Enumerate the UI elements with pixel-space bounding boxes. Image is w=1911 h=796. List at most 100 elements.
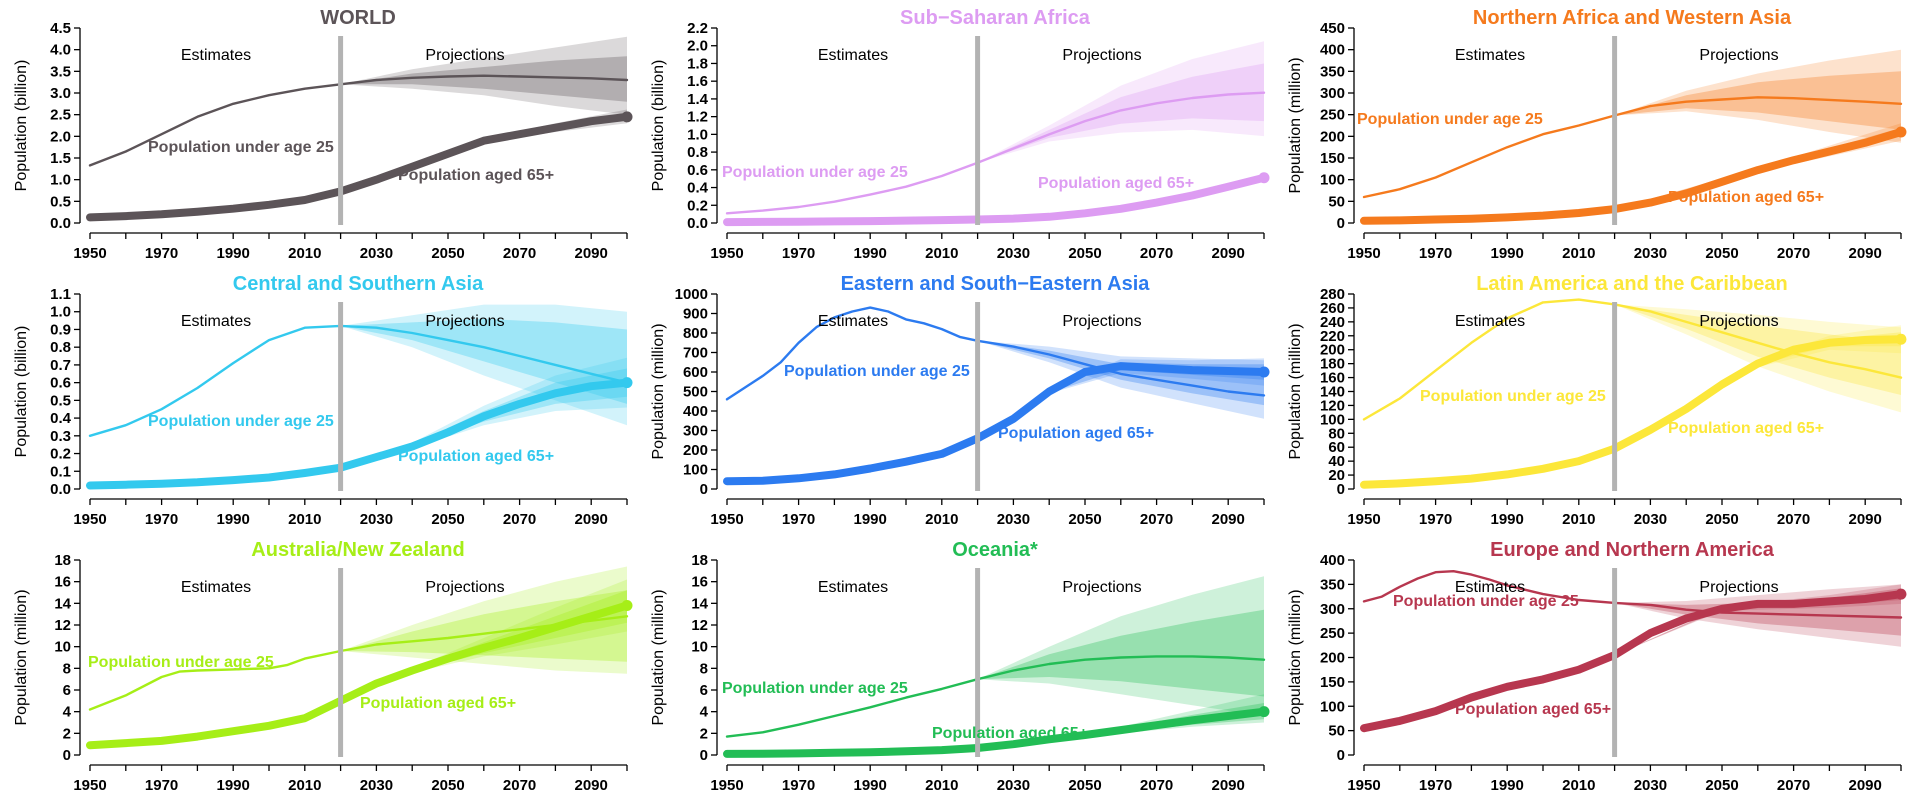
y-tick-label: 1.2 [687,109,708,126]
aged-65-label: Population aged 65+ [1668,420,1824,437]
y-tick-label: 60 [1328,439,1345,456]
x-tick-label: 2010 [925,511,958,528]
series-line-aged-65 [86,601,631,750]
x-tick-label: 1950 [1347,245,1380,262]
y-tick-label: 0.8 [50,339,71,356]
series-end-point [1258,366,1270,378]
x-tick-label: 1990 [854,777,887,794]
series-0-band80 [1614,304,1901,395]
y-tick-label: 100 [1320,698,1345,715]
series-0-band80 [977,63,1264,163]
x-tick-label: 2090 [1212,245,1245,262]
x-tick-label: 1950 [73,777,106,794]
projections-label: Projections [1062,313,1141,330]
x-tick-label: 2050 [1705,511,1738,528]
y-tick-label: 0.2 [50,446,71,463]
series-line-aged-65 [723,707,1268,758]
x-tick-label: 2010 [925,245,958,262]
y-tick-label: 250 [1320,107,1345,124]
x-tick-label: 2030 [1634,777,1667,794]
y-tick-label: 240 [1320,314,1345,331]
y-tick-label: 0.9 [50,321,71,338]
under-25-label: Population under age 25 [1420,388,1606,405]
y-tick-label: 100 [683,462,708,479]
y-axis-label: Population (million) [650,589,667,725]
series-end-point [621,600,633,611]
y-tick-label: 12 [691,617,708,634]
y-tick-label: 1.0 [50,304,71,321]
series-0-band80 [1614,71,1901,130]
series-line-aged-65 [723,362,1268,486]
x-tick-label: 2050 [1705,245,1738,262]
y-tick-label: 1.5 [50,150,71,167]
y-tick-label: 160 [1320,370,1345,387]
y-tick-label: 300 [1320,601,1345,618]
x-tick-label: 2090 [1849,245,1882,262]
x-tick-label: 2010 [1562,777,1595,794]
y-tick-label: 3.0 [50,85,71,102]
x-tick-label: 2030 [360,245,393,262]
series-line-aged-65 [86,112,631,222]
y-tick-label: 0.0 [50,481,71,498]
series-line-under-25 [88,615,629,711]
x-tick-label: 1970 [1419,245,1452,262]
chart-panel-4: 0 100 200 300 400 500 600 700 800 900 1000 1950 1970… [650,273,1270,528]
x-tick-label: 2070 [1140,245,1173,262]
y-tick-label: 0.0 [687,215,708,232]
y-tick-label: 900 [683,306,708,323]
under-25-label: Population under age 25 [784,363,970,380]
series-line-aged-65 [1360,335,1905,489]
x-tick-label: 2070 [503,777,536,794]
y-tick-label: 2.5 [50,107,71,124]
series-line-aged-65 [723,173,1268,227]
y-tick-label: 500 [683,384,708,401]
y-tick-label: 220 [1320,328,1345,345]
chart-title: Sub−Saharan Africa [900,7,1091,29]
y-tick-label: 6 [63,682,71,699]
aged-65-label: Population aged 65+ [1038,175,1194,192]
y-tick-label: 0.0 [50,215,71,232]
y-tick-label: 800 [683,325,708,342]
y-tick-label: 1.8 [687,55,708,72]
x-tick-label: 2030 [997,245,1030,262]
projections-label: Projections [1062,579,1141,596]
series-line-aged-65 [86,378,631,490]
y-axis-label: Population (billion) [13,326,30,458]
y-tick-label: 50 [1328,723,1345,740]
y-tick-label: 450 [1320,20,1345,37]
y-tick-label: 200 [1320,128,1345,145]
x-tick-label: 1950 [73,245,106,262]
x-tick-label: 1990 [1491,777,1524,794]
x-tick-label: 1990 [217,511,250,528]
chart-panel-0: 0.0 0.5 1.0 1.5 2.0 2.5 3.0 3.5 4.0 4.5 1950 1970 19… [13,7,633,262]
aged-65-label: Population aged 65+ [398,448,554,465]
x-tick-label: 2090 [575,245,608,262]
series-line-under-25 [725,306,1266,401]
chart-title: Eastern and South−Eastern Asia [841,273,1151,295]
x-tick-label: 2070 [1140,511,1173,528]
y-tick-label: 18 [691,552,708,569]
y-tick-label: 1.6 [687,73,708,90]
x-tick-label: 2010 [288,777,321,794]
chart-panel-3: 0.00.10.20.30.40.50.60.70.80.91.01.1 1950… [13,273,633,528]
y-tick-label: 8 [63,660,71,677]
series-end-point [1895,588,1907,600]
y-tick-label: 1000 [675,286,708,303]
under-25-label: Population under age 25 [1357,111,1543,128]
y-tick-label: 350 [1320,576,1345,593]
series-line-under-25 [725,655,1266,738]
x-tick-label: 2090 [1849,511,1882,528]
chart-panel-8: 0 50 100 150 200 250 300 350 400 1950 1970 1990 2010… [1287,539,1907,794]
aged-65-label: Population aged 65+ [398,167,554,184]
x-tick-label: 2090 [1849,777,1882,794]
under-25-label: Population under age 25 [148,139,334,156]
x-tick-label: 2070 [1140,777,1173,794]
x-tick-label: 2010 [288,245,321,262]
chart-title: Latin America and the Caribbean [1476,273,1788,295]
y-axis-label: Population (billion) [650,60,667,192]
y-tick-label: 280 [1320,286,1345,303]
x-tick-label: 2050 [1705,777,1738,794]
y-tick-label: 4.5 [50,20,71,37]
